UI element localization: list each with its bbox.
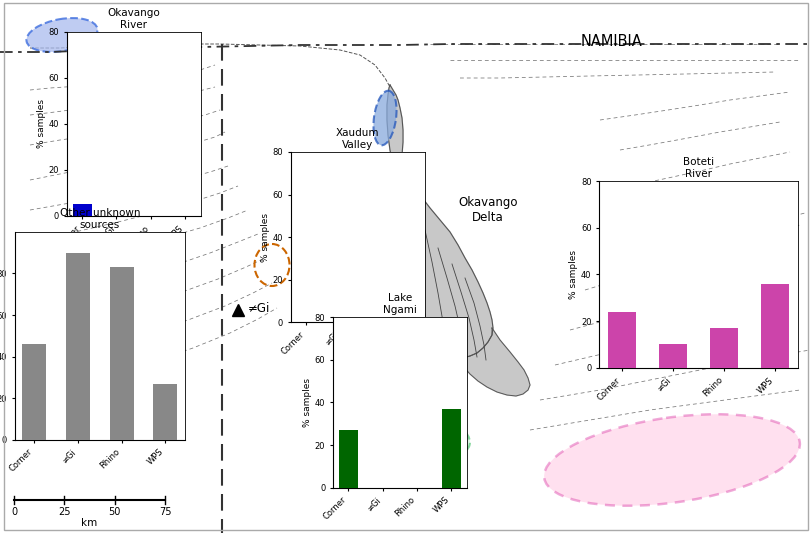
Text: 75: 75: [159, 507, 171, 517]
Ellipse shape: [543, 414, 799, 506]
Y-axis label: % samples: % samples: [36, 100, 45, 148]
Ellipse shape: [415, 420, 470, 456]
Text: Okavango
Delta: Okavango Delta: [457, 196, 517, 224]
Text: km: km: [81, 518, 97, 528]
Text: 0: 0: [11, 507, 17, 517]
Text: ≠Gi: ≠Gi: [247, 302, 270, 314]
Bar: [760, 284, 788, 368]
Y-axis label: % samples: % samples: [260, 213, 269, 262]
Bar: [607, 312, 636, 368]
Y-axis label: % samples: % samples: [569, 250, 577, 299]
Bar: [66, 253, 90, 440]
Text: BOTSWANA: BOTSWANA: [607, 213, 691, 228]
Title: Xaudum
Valley: Xaudum Valley: [336, 128, 379, 150]
Text: NAMIBIA: NAMIBIA: [581, 35, 642, 50]
Bar: [23, 344, 46, 440]
Title: Other unknown
sources: Other unknown sources: [59, 208, 140, 230]
Text: 50: 50: [109, 507, 121, 517]
Polygon shape: [387, 85, 492, 359]
Bar: [441, 409, 461, 488]
Title: Boteti
River: Boteti River: [682, 157, 714, 179]
Bar: [659, 344, 686, 368]
Bar: [710, 328, 737, 368]
Y-axis label: % samples: % samples: [303, 378, 311, 427]
Ellipse shape: [27, 18, 97, 52]
Polygon shape: [456, 328, 530, 396]
Bar: [73, 204, 92, 216]
Text: 25: 25: [58, 507, 71, 517]
Title: Lake
Ngami: Lake Ngami: [383, 293, 416, 315]
Ellipse shape: [373, 91, 396, 146]
Bar: [153, 384, 177, 440]
Text: NAMIBIA: NAMIBIA: [17, 322, 79, 337]
Bar: [109, 267, 134, 440]
Title: Okavango
River: Okavango River: [107, 8, 160, 30]
Text: Tsodilo
Hills: Tsodilo Hills: [328, 190, 365, 212]
Bar: [339, 430, 358, 488]
